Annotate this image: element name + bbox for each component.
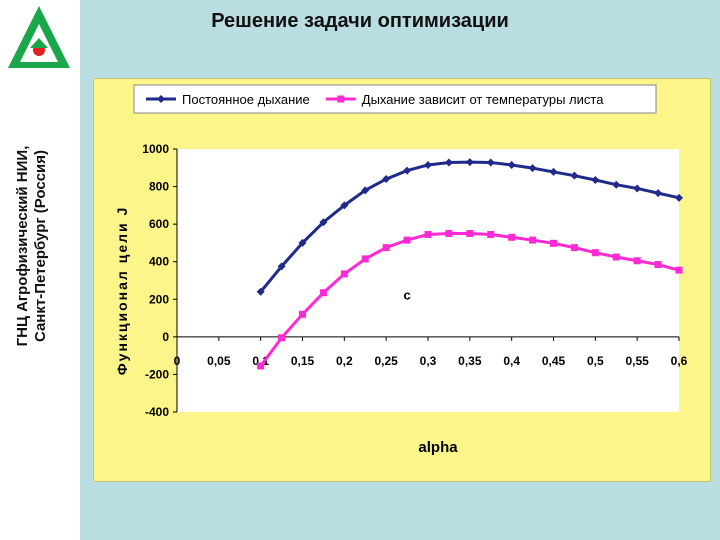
series-2-point (319, 289, 327, 297)
series-2-point (382, 244, 390, 252)
x-tick-label: 0,4 (503, 354, 520, 368)
series-2-point (487, 230, 495, 238)
series-1-point (633, 184, 642, 193)
institute-logo (8, 6, 70, 68)
series-2-point (257, 362, 265, 370)
series-1-point (361, 186, 370, 195)
series-2-point (612, 253, 620, 261)
series-2-point (570, 244, 578, 252)
series-1-point (507, 160, 516, 169)
institute-caption: ГНЦ Агрофизический НИИ, Санкт-Петербург … (14, 96, 50, 396)
legend-swatch-marker-2 (337, 95, 345, 103)
y-tick-label: 0 (162, 330, 169, 344)
chart-annotation: c (403, 287, 410, 302)
series-1-point (612, 180, 621, 189)
series-1-point (486, 158, 495, 167)
institute-caption-line1: ГНЦ Агрофизический НИИ, (14, 145, 31, 347)
legend-box (133, 84, 657, 114)
x-tick-label: 0 (174, 354, 181, 368)
plot-background (177, 149, 679, 412)
series-2-point (591, 249, 599, 257)
series-1-point (319, 218, 328, 227)
series-1-point (465, 158, 474, 167)
x-tick-label: 0,45 (542, 354, 566, 368)
series-1-point (256, 287, 265, 296)
y-tick-label: 600 (149, 217, 169, 231)
y-tick-label: -400 (145, 405, 169, 419)
x-tick-label: 0,05 (207, 354, 231, 368)
series-2-point (340, 270, 348, 278)
series-2-point (550, 239, 557, 247)
series-1-point (570, 171, 579, 180)
x-tick-label: 0,3 (420, 354, 437, 368)
series-2-point (361, 255, 369, 263)
chart-svg: 1000 800 600 400 200 0 -200 -400 0 0,05 0,1 0,15 0,2… (114, 84, 688, 456)
y-tick-label: 200 (149, 292, 169, 306)
series-1-point (424, 160, 432, 169)
chart-area: 1000 800 600 400 200 0 -200 -400 0 0,05 0,1 0,15 0,2… (93, 78, 711, 482)
series-2-point (466, 230, 474, 238)
page-title: Решение задачи оптимизации (211, 10, 509, 32)
x-tick-label: 0,35 (458, 354, 482, 368)
legend-swatch-marker-1 (157, 95, 165, 103)
y-tick-label: 400 (149, 255, 169, 269)
series-2-point (529, 236, 537, 244)
y-tick-label: -200 (145, 367, 169, 381)
series-1-point (654, 189, 663, 198)
series-2-point (424, 230, 432, 238)
y-tick-label: 1000 (142, 142, 169, 156)
series-1-point (528, 164, 537, 173)
x-tick-label: 0,1 (252, 354, 269, 368)
y-axis-title: Функционал цели J (114, 206, 130, 376)
series-1-point (549, 167, 558, 176)
series-2-point (675, 266, 683, 274)
x-tick-label: 0,6 (671, 354, 688, 368)
series-1-point (403, 166, 412, 175)
series-2-point (445, 230, 453, 238)
legend-label-2: Дыхание зависит от температуры листа (362, 92, 604, 107)
series-1-point (591, 175, 600, 184)
series-1-point (444, 158, 453, 167)
series-2-point (633, 257, 641, 265)
series-1-point (298, 238, 307, 247)
x-tick-label: 0,55 (625, 354, 649, 368)
series-1-point (382, 175, 391, 184)
x-tick-label: 0,2 (336, 354, 353, 368)
x-tick-label: 0,15 (291, 354, 315, 368)
institute-caption-line2: Санкт-Петербург (Россия) (32, 149, 49, 343)
y-tick-label: 800 (149, 180, 169, 194)
series-2-point (299, 310, 306, 318)
series-2-point (403, 236, 411, 244)
series-1-point (277, 262, 286, 271)
series-1-point (340, 201, 349, 210)
series-2-point (278, 334, 286, 342)
series-2-point (654, 261, 662, 269)
x-tick-label: 0,5 (587, 354, 604, 368)
left-panel: ГНЦ Агрофизический НИИ, Санкт-Петербург … (0, 0, 80, 540)
series-1-point (675, 193, 683, 202)
x-tick-label: 0,25 (374, 354, 398, 368)
x-axis-title: alpha (418, 439, 458, 456)
series-2-point (508, 233, 516, 241)
legend-label-1: Постоянное дыхание (182, 92, 310, 107)
